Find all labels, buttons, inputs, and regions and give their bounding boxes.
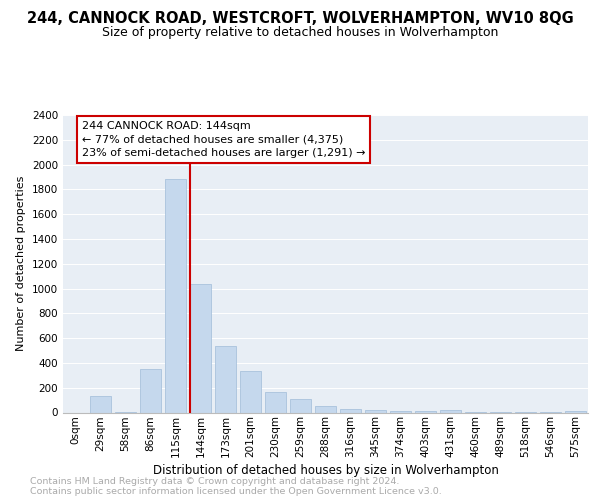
- Bar: [340, 409, 361, 412]
- Text: Contains HM Land Registry data © Crown copyright and database right 2024.
Contai: Contains HM Land Registry data © Crown c…: [30, 476, 442, 496]
- Bar: [90, 396, 111, 412]
- Y-axis label: Number of detached properties: Number of detached properties: [16, 176, 26, 352]
- Text: 244, CANNOCK ROAD, WESTCROFT, WOLVERHAMPTON, WV10 8QG: 244, CANNOCK ROAD, WESTCROFT, WOLVERHAMP…: [26, 11, 574, 26]
- Bar: [315, 406, 336, 412]
- Bar: [290, 399, 311, 412]
- Bar: [140, 369, 161, 412]
- Bar: [440, 410, 461, 412]
- Bar: [165, 180, 186, 412]
- Bar: [390, 410, 411, 412]
- Bar: [265, 392, 286, 412]
- Text: Size of property relative to detached houses in Wolverhampton: Size of property relative to detached ho…: [102, 26, 498, 39]
- X-axis label: Distribution of detached houses by size in Wolverhampton: Distribution of detached houses by size …: [152, 464, 499, 477]
- Bar: [240, 371, 261, 412]
- Text: 244 CANNOCK ROAD: 144sqm
← 77% of detached houses are smaller (4,375)
23% of sem: 244 CANNOCK ROAD: 144sqm ← 77% of detach…: [82, 121, 365, 158]
- Bar: [365, 410, 386, 412]
- Bar: [190, 284, 211, 412]
- Bar: [215, 346, 236, 412]
- Bar: [565, 410, 586, 412]
